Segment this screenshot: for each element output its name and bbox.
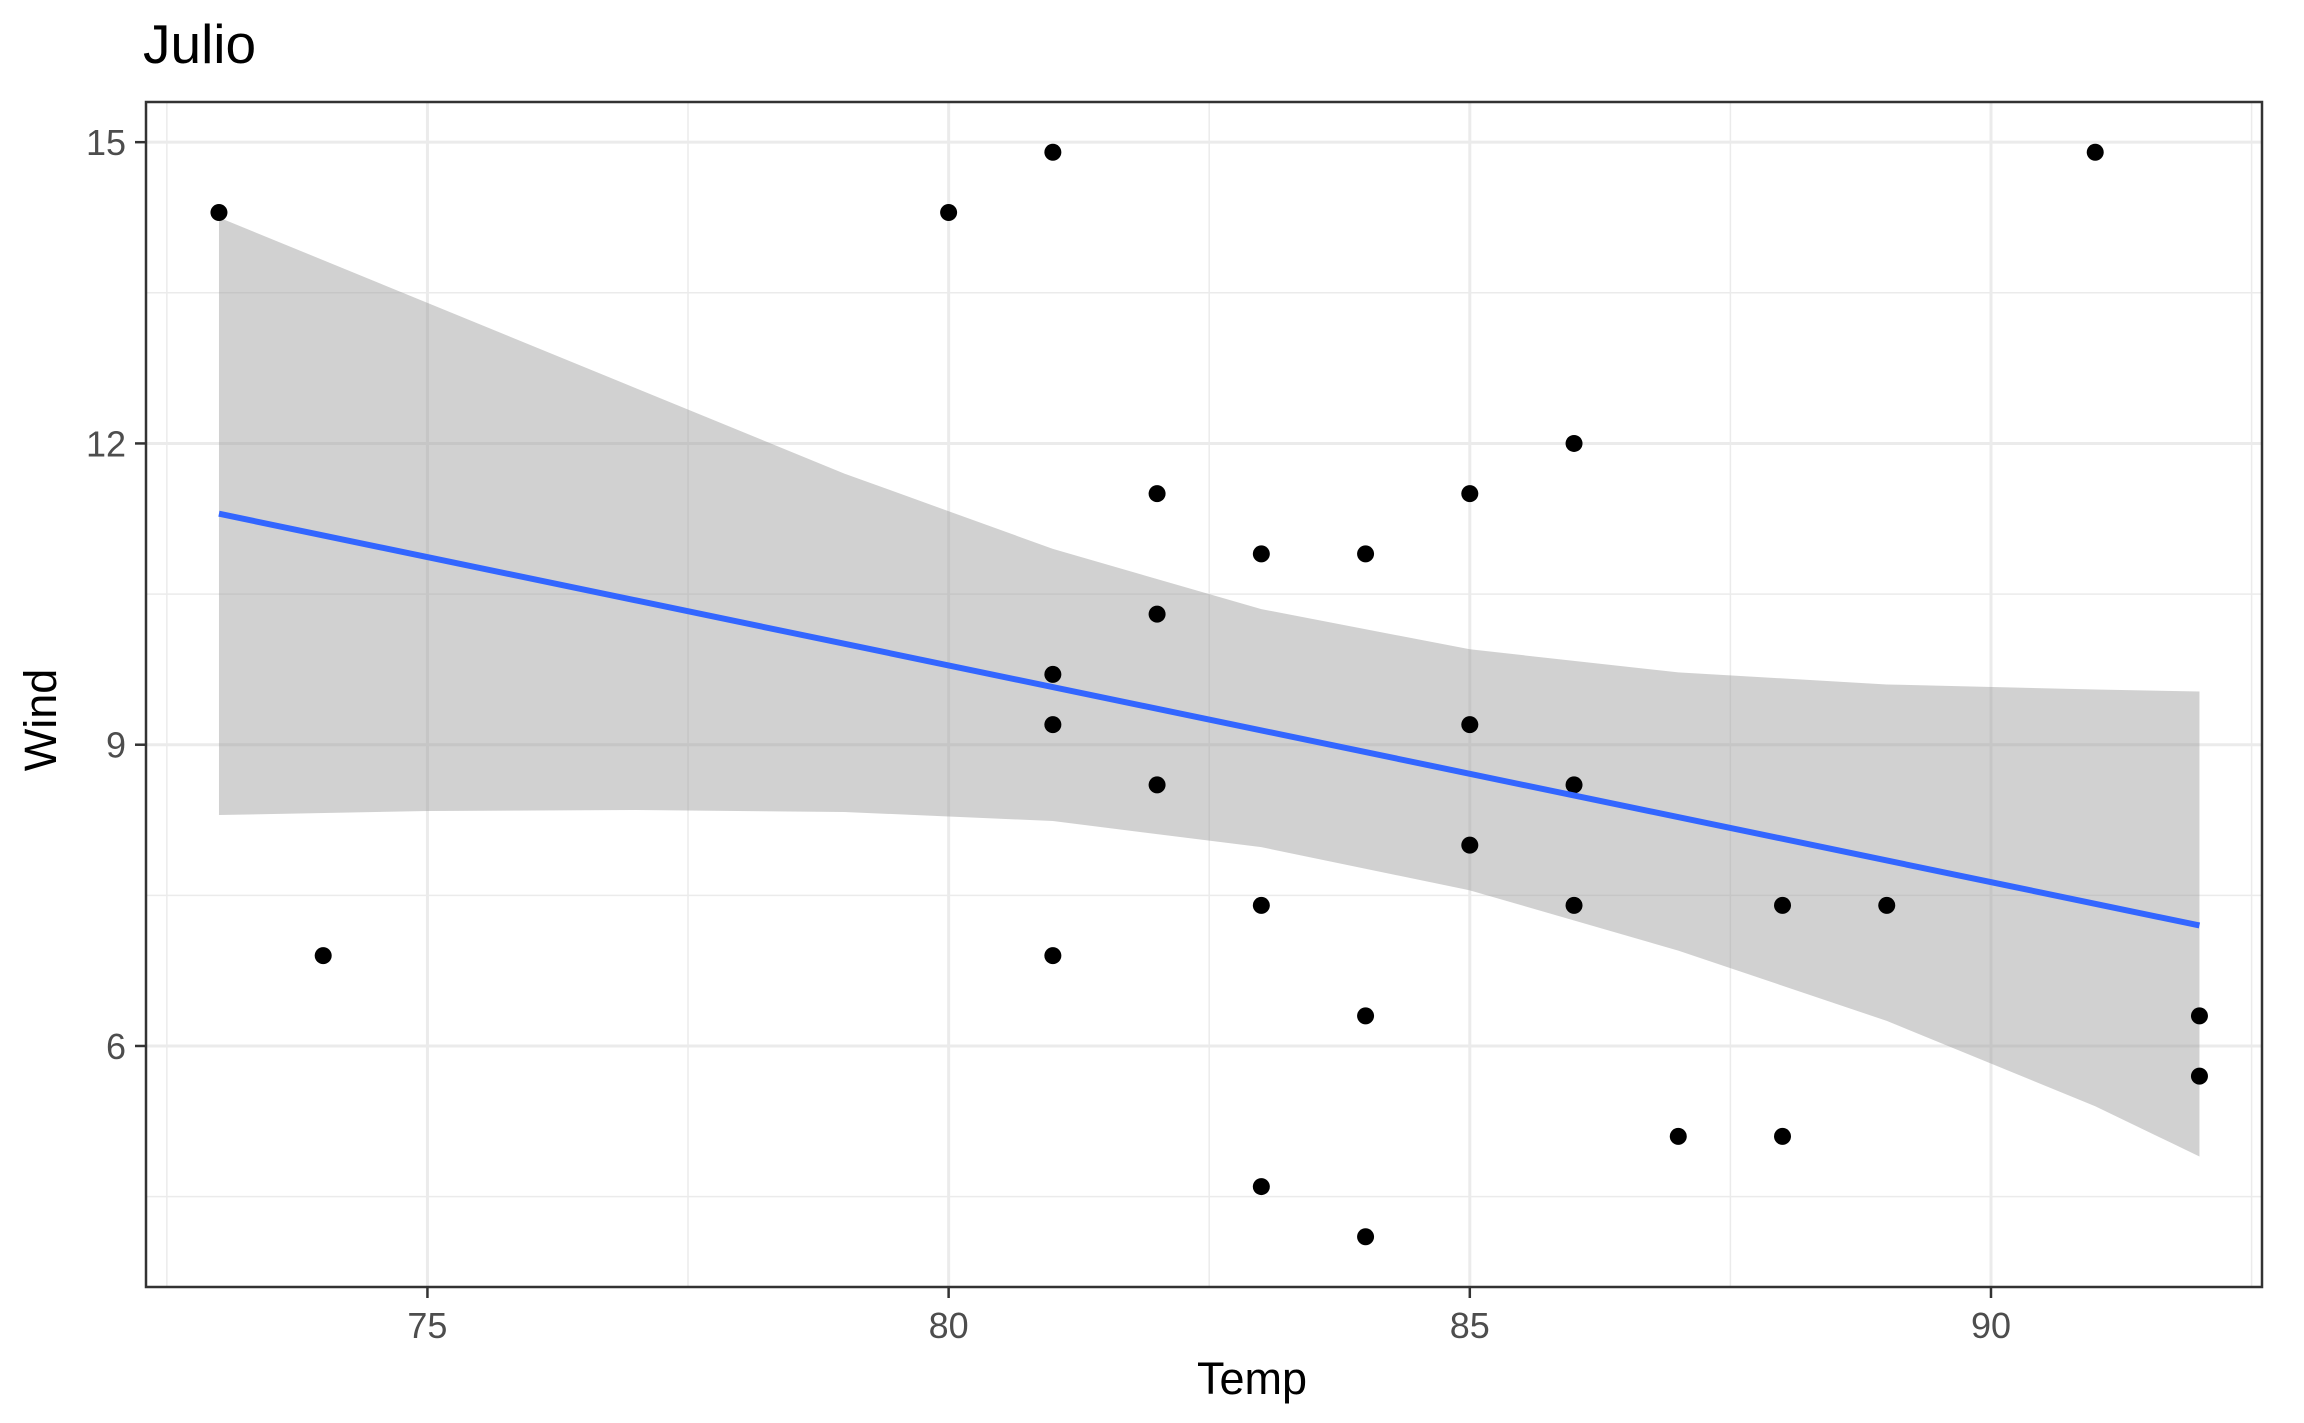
- data-point: [1252, 545, 1270, 563]
- data-point: [1357, 1007, 1375, 1025]
- data-point: [1878, 896, 1896, 914]
- axes: 75 80 85 90 6 9 12 15: [86, 122, 2011, 1346]
- fit-line: [218, 510, 2201, 929]
- x-axis-title: Temp: [1197, 1353, 1307, 1404]
- points-layer: [210, 143, 2208, 1246]
- data-point: [940, 203, 958, 221]
- data-point: [1357, 1228, 1375, 1246]
- chart-title: Julio: [143, 13, 256, 75]
- y-tick-label: 15: [86, 122, 126, 163]
- data-point: [1461, 836, 1479, 854]
- data-point: [1148, 776, 1166, 794]
- data-point: [1044, 665, 1062, 683]
- data-point: [1044, 143, 1062, 161]
- y-axis-title: Wind: [15, 669, 66, 772]
- data-point: [2190, 1067, 2208, 1085]
- x-tick-label: 90: [1971, 1305, 2011, 1346]
- fit-line-layer: [218, 510, 2201, 929]
- data-point: [1148, 605, 1166, 623]
- data-point: [1252, 896, 1270, 914]
- data-point: [1565, 896, 1583, 914]
- x-tick-label: 85: [1450, 1305, 1490, 1346]
- x-tick-label: 80: [929, 1305, 969, 1346]
- y-tick-label: 6: [106, 1026, 126, 1067]
- data-point: [1044, 947, 1062, 965]
- data-point: [1461, 716, 1479, 734]
- data-point: [1565, 434, 1583, 452]
- confidence-band: [218, 217, 2200, 1157]
- panel-border: [144, 100, 2264, 1289]
- data-point: [1357, 545, 1375, 563]
- y-tick-label: 12: [86, 423, 126, 464]
- x-tick-label: 75: [407, 1305, 447, 1346]
- data-point: [1565, 776, 1583, 794]
- data-point: [314, 947, 332, 965]
- y-tick-label: 9: [106, 725, 126, 766]
- data-point: [2190, 1007, 2208, 1025]
- data-point: [2086, 143, 2104, 161]
- data-point: [210, 203, 228, 221]
- data-point: [1774, 1127, 1792, 1145]
- data-point: [1252, 1178, 1270, 1196]
- data-point: [1774, 896, 1792, 914]
- data-point: [1461, 485, 1479, 503]
- data-point: [1148, 485, 1166, 503]
- data-point: [1044, 716, 1062, 734]
- data-point: [1669, 1127, 1687, 1145]
- grid: [146, 102, 2262, 1287]
- confidence-band-layer: [218, 217, 2200, 1157]
